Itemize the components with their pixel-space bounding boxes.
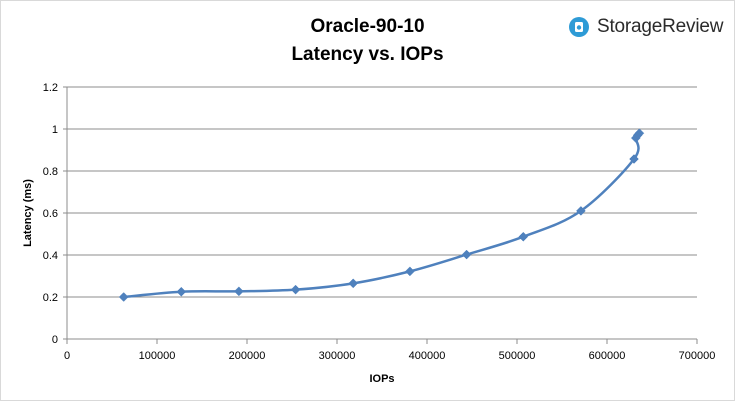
chart-title: Oracle-90-10: [310, 16, 425, 37]
y-tick-label: 0.2: [43, 292, 58, 304]
x-tick-label: 300000: [319, 350, 356, 362]
storagereview-logo-icon: [569, 17, 589, 37]
gridlines: [67, 86, 697, 298]
x-tick-label: 700000: [679, 350, 716, 362]
y-tick-label: 0: [52, 334, 58, 346]
data-point: [518, 231, 529, 242]
data-point: [348, 278, 359, 289]
data-point: [176, 286, 187, 297]
x-tick-label: 500000: [499, 350, 536, 362]
logo-text: StorageReview: [597, 16, 724, 37]
x-tick-labels: 0 100000 200000 300000 400000 500000 600000 700…: [64, 350, 715, 362]
x-tick-label: 100000: [139, 350, 176, 362]
y-tick-label: 1: [52, 124, 58, 136]
series-layer: [118, 128, 645, 302]
data-point: [405, 266, 415, 277]
axes: [63, 86, 698, 344]
y-tick-labels: 0 0.2 0.4 0.6 0.8 1 1.2: [43, 82, 58, 346]
x-tick-label: 200000: [229, 350, 266, 362]
y-tick-label: 0.8: [43, 166, 58, 178]
data-point: [629, 154, 639, 164]
data-point: [576, 206, 586, 216]
data-point: [634, 128, 645, 139]
x-tick-label: 0: [64, 350, 70, 362]
data-point: [234, 286, 244, 297]
x-axis-label: IOPs: [369, 373, 394, 385]
data-point: [461, 249, 472, 260]
y-tick-label: 1.2: [43, 82, 58, 94]
data-point: [118, 292, 129, 302]
x-tick-label: 600000: [589, 350, 626, 362]
y-tick-label: 0.6: [43, 208, 58, 220]
y-tick-label: 0.4: [43, 250, 58, 262]
series-line: [122, 131, 641, 299]
chart-subtitle: Latency vs. IOPs: [291, 44, 444, 65]
storagereview-logo: StorageReview: [568, 15, 723, 39]
data-point: [290, 284, 301, 295]
y-axis-label: Latency (ms): [22, 179, 34, 247]
x-tick-label: 400000: [409, 350, 446, 362]
